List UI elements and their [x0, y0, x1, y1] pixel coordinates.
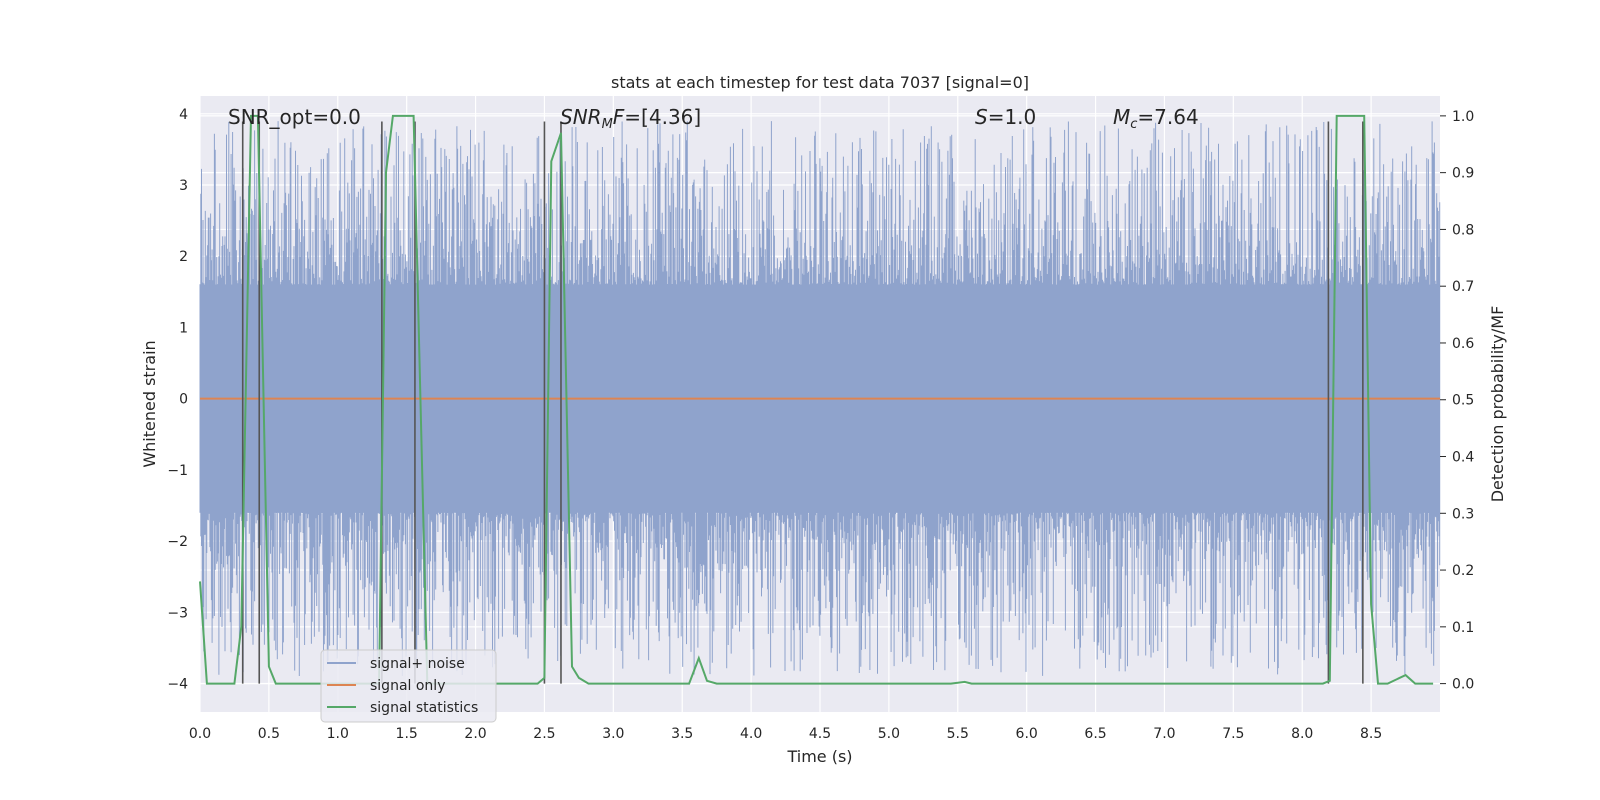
y-left-tick-label: 2 [179, 249, 188, 265]
signal-statistics-line [199, 114, 1434, 685]
y-right-tick-label: 0.1 [1452, 620, 1474, 636]
y-left-tick-label: 0 [179, 392, 188, 408]
legend-box [320, 649, 497, 723]
y-left-axis-label: Whitened strain [140, 340, 159, 467]
y-right-tick-label: 1.0 [1452, 109, 1474, 125]
y-right-tick-label: 0.8 [1452, 222, 1474, 238]
y-left-tick-label: −1 [167, 463, 188, 479]
annotation-mc: Mc=7.64 [1113, 105, 1199, 132]
x-tick-label: 7.0 [1153, 726, 1175, 742]
x-tick-label: 3.0 [602, 726, 624, 742]
x-tick-label: 7.5 [1222, 726, 1244, 742]
x-tick-label: 2.0 [464, 726, 486, 742]
x-tick-label: 8.5 [1360, 726, 1382, 742]
x-tick-label: 1.0 [327, 726, 349, 742]
y-right-tick-label: 0.3 [1452, 506, 1474, 522]
x-tick-label: 6.5 [1084, 726, 1106, 742]
y-left-tick-label: −4 [167, 677, 188, 693]
y-left-tick-label: 4 [179, 107, 188, 123]
y-left-tick-label: 3 [179, 178, 188, 194]
x-tick-label: 6.0 [1016, 726, 1038, 742]
x-tick-label: 4.5 [809, 726, 831, 742]
x-tick-label: 2.5 [533, 726, 555, 742]
y-left-tick-label: −2 [167, 534, 188, 550]
x-axis-label: Time (s) [786, 747, 852, 766]
x-tick-label: 1.5 [396, 726, 418, 742]
x-axis-ticks: 0.0 0.5 1.0 1.5 2.0 2.5 3.0 3.5 4.0 4.5 5.0 5.5 6.0 6… [189, 726, 1382, 742]
y-right-tick-label: 0.6 [1452, 336, 1474, 352]
y-left-tick-label: −3 [167, 605, 188, 621]
legend-label-signal-only: signal only [370, 678, 445, 694]
y-right-axis-ticks: 1.0 0.9 0.8 0.7 0.6 0.5 0.4 0.3 0.2 0.1 0.0 [1440, 109, 1474, 693]
y-left-axis-ticks: 4 3 2 1 0 −1 −2 −3 −4 [167, 107, 188, 693]
annotation-snr-opt: SNR_opt=0.0 [228, 105, 361, 129]
annotation-snr-mf: SNRMF=[4.36] [560, 105, 701, 132]
annotation-s: S=1.0 [975, 105, 1036, 129]
legend-label-signal-statistics: signal statistics [370, 700, 478, 716]
chart-title: stats at each timestep for test data 703… [611, 73, 1029, 92]
y-right-tick-label: 0.2 [1452, 563, 1474, 579]
y-right-tick-label: 0.4 [1452, 450, 1474, 466]
legend: signal+ noise signal only signal statist… [320, 649, 497, 723]
y-right-axis-label: Detection probability/MF [1488, 306, 1507, 503]
x-tick-label: 5.0 [878, 726, 900, 742]
y-left-tick-label: 1 [179, 320, 188, 336]
signal-statistics-series [199, 114, 1434, 685]
y-right-tick-label: 0.7 [1452, 279, 1474, 295]
x-tick-label: 4.0 [740, 726, 762, 742]
x-tick-label: 0.5 [258, 726, 280, 742]
y-right-tick-label: 0.5 [1452, 393, 1474, 409]
x-tick-label: 5.5 [947, 726, 969, 742]
legend-label-signal-noise: signal+ noise [370, 656, 465, 672]
y-right-tick-label: 0.0 [1452, 677, 1474, 693]
x-tick-label: 8.0 [1291, 726, 1313, 742]
x-tick-label: 0.0 [189, 726, 211, 742]
y-right-tick-label: 0.9 [1452, 166, 1474, 182]
x-tick-label: 3.5 [671, 726, 693, 742]
